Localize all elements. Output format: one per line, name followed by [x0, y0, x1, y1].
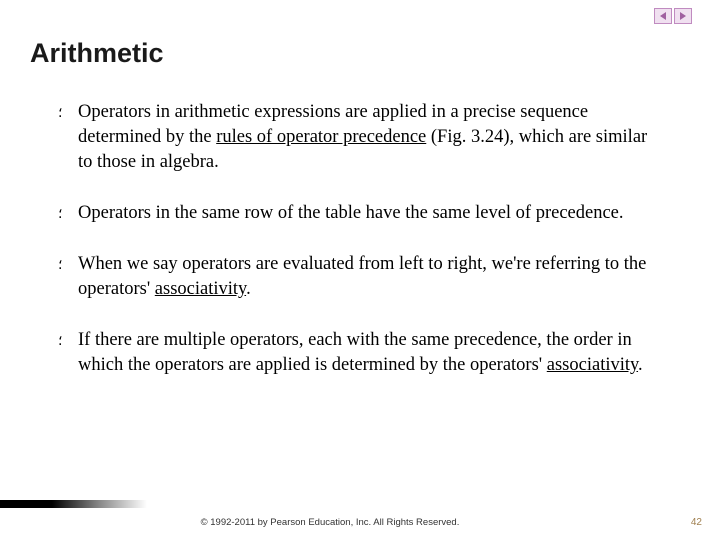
accent-fade	[52, 500, 147, 508]
arrow-left-icon	[658, 11, 668, 21]
page-title: Arithmetic	[30, 38, 164, 69]
list-item: ؛ Operators in the same row of the table…	[58, 201, 666, 226]
page-number: 42	[691, 517, 702, 528]
text-fragment: .	[638, 355, 643, 375]
nav-arrows	[654, 8, 692, 24]
link-text: associativity	[155, 279, 246, 299]
next-arrow[interactable]	[674, 8, 692, 24]
bullet-icon: ؛	[58, 100, 78, 175]
link-text: associativity	[547, 355, 638, 375]
link-text: rules of operator precedence	[216, 127, 426, 147]
bullet-text: Operators in the same row of the table h…	[78, 201, 624, 226]
bullet-text: When we say operators are evaluated from…	[78, 252, 666, 302]
text-fragment: .	[246, 279, 251, 299]
prev-arrow[interactable]	[654, 8, 672, 24]
bullet-icon: ؛	[58, 328, 78, 378]
bullet-icon: ؛	[58, 201, 78, 226]
content-area: ؛ Operators in arithmetic expressions ar…	[58, 100, 666, 404]
bullet-text: If there are multiple operators, each wi…	[78, 328, 666, 378]
bullet-text: Operators in arithmetic expressions are …	[78, 100, 666, 175]
copyright-text: © 1992-2011 by Pearson Education, Inc. A…	[0, 517, 660, 528]
list-item: ؛ Operators in arithmetic expressions ar…	[58, 100, 666, 175]
bullet-icon: ؛	[58, 252, 78, 302]
accent-bar	[0, 500, 52, 508]
list-item: ؛ When we say operators are evaluated fr…	[58, 252, 666, 302]
list-item: ؛ If there are multiple operators, each …	[58, 328, 666, 378]
arrow-right-icon	[678, 11, 688, 21]
